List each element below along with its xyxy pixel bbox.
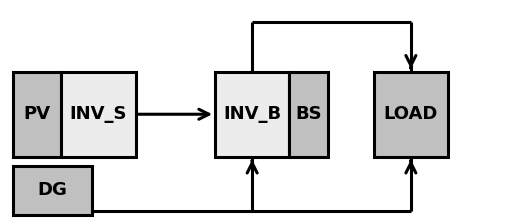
Text: INV_B: INV_B [223, 105, 281, 123]
Bar [374, 72, 448, 157]
Bar [13, 72, 61, 157]
Bar [289, 72, 328, 157]
Text: PV: PV [24, 105, 51, 123]
Bar [215, 72, 289, 157]
Text: DG: DG [37, 181, 68, 199]
Bar [61, 72, 136, 157]
Text: INV_S: INV_S [70, 105, 127, 123]
Text: BS: BS [295, 105, 322, 123]
Text: LOAD: LOAD [383, 105, 438, 123]
Bar [13, 166, 92, 215]
